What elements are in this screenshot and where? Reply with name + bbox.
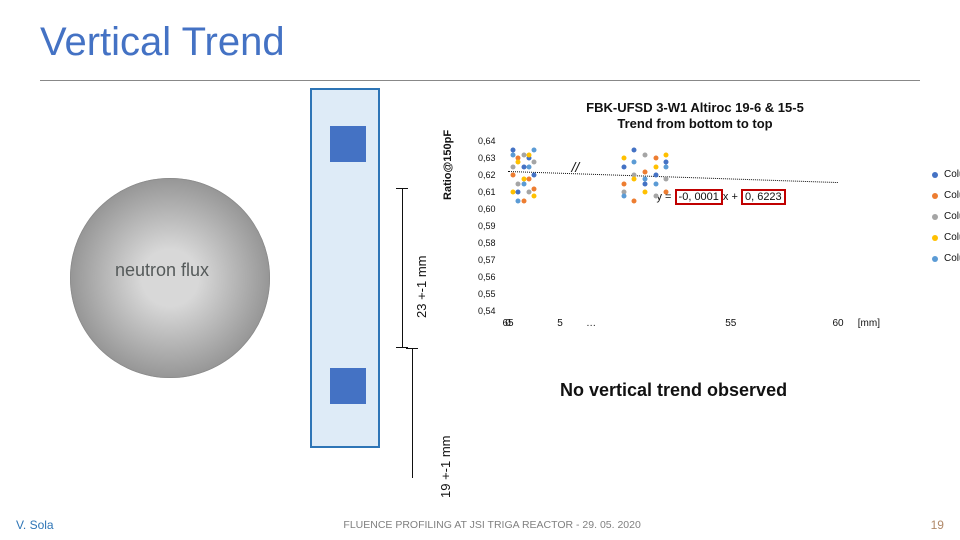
y-tick: 0,54 [478, 306, 496, 316]
data-point [642, 152, 647, 157]
data-point [531, 147, 536, 152]
neutron-flux-label: neutron flux [115, 260, 209, 281]
footer-page: 19 [931, 518, 944, 532]
legend-swatch [932, 172, 938, 178]
x-tick: … [586, 318, 596, 329]
chart-axes: Ratio@150pF [mm] 05…556065//y = -0, 0001… [460, 135, 930, 335]
data-point [642, 181, 647, 186]
y-tick: 0,58 [478, 238, 496, 248]
legend-item: Column 3 [932, 211, 960, 222]
legend-item: Column 5 [932, 253, 960, 264]
trend-line [508, 171, 838, 183]
y-tick: 0,62 [478, 170, 496, 180]
data-point [653, 156, 658, 161]
dimension-23mm [396, 188, 410, 348]
data-point [531, 186, 536, 191]
legend-item: Column 4 [932, 232, 960, 243]
y-tick: 0,60 [478, 204, 496, 214]
footer: V. Sola FLUENCE PROFILING AT JSI TRIGA R… [0, 518, 960, 532]
chart-title-line2: Trend from bottom to top [617, 116, 772, 131]
data-point [653, 193, 658, 198]
data-point [531, 173, 536, 178]
data-point [653, 181, 658, 186]
chart-title-line1: FBK-UFSD 3-W1 Altiroc 19-6 & 15-5 [586, 100, 804, 115]
data-point [526, 176, 531, 181]
y-tick: 0,63 [478, 153, 496, 163]
data-point [511, 152, 516, 157]
data-point [531, 193, 536, 198]
data-point [621, 193, 626, 198]
y-tick: 0,55 [478, 289, 496, 299]
dimension-19mm-label: 19 +-1 mm [438, 436, 453, 499]
legend-item: Column 2 [932, 190, 960, 201]
data-point [642, 176, 647, 181]
x-tick: 5 [557, 318, 563, 329]
y-tick: 0,61 [478, 187, 496, 197]
legend-label: Column 1 [944, 169, 960, 180]
data-point [664, 176, 669, 181]
data-point [664, 152, 669, 157]
data-point [511, 190, 516, 195]
data-point [653, 164, 658, 169]
legend-swatch [932, 235, 938, 241]
data-point [526, 190, 531, 195]
legend-swatch [932, 256, 938, 262]
y-axis-label: Ratio@150pF [442, 130, 454, 200]
data-point [531, 159, 536, 164]
data-point [621, 181, 626, 186]
data-point [632, 159, 637, 164]
data-point [516, 159, 521, 164]
data-point [632, 198, 637, 203]
trend-equation: y = -0, 0001x + 0, 6223 [657, 189, 786, 205]
data-point [621, 164, 626, 169]
legend-label: Column 3 [944, 211, 960, 222]
footer-center: FLUENCE PROFILING AT JSI TRIGA REACTOR -… [343, 519, 640, 531]
data-point [664, 164, 669, 169]
data-point [632, 176, 637, 181]
legend: Column 1 Column 2 Column 3 Column 4 Column 5 [932, 169, 960, 274]
data-point [526, 164, 531, 169]
dimension-19mm [406, 348, 420, 478]
x-tick: 60 [832, 318, 843, 329]
data-point [642, 169, 647, 174]
y-tick: 0,57 [478, 255, 496, 265]
data-point [642, 190, 647, 195]
chip-top [330, 126, 366, 162]
trend-chart: FBK-UFSD 3-W1 Altiroc 19-6 & 15-5 Trend … [460, 100, 930, 350]
chart-title: FBK-UFSD 3-W1 Altiroc 19-6 & 15-5 Trend … [460, 100, 930, 131]
data-point [526, 152, 531, 157]
x-unit: [mm] [858, 318, 880, 329]
data-point [516, 190, 521, 195]
data-point [521, 198, 526, 203]
geometry-diagram: neutron flux 23 +-1 mm 19 +-1 mm [60, 88, 420, 448]
y-tick: 0,59 [478, 221, 496, 231]
data-point [511, 164, 516, 169]
legend-label: Column 2 [944, 190, 960, 201]
legend-item: Column 1 [932, 169, 960, 180]
data-point [653, 173, 658, 178]
data-point [621, 156, 626, 161]
data-point [516, 198, 521, 203]
x-tick: 55 [725, 318, 736, 329]
legend-label: Column 5 [944, 253, 960, 264]
chip-bottom [330, 368, 366, 404]
y-tick: 0,56 [478, 272, 496, 282]
data-point [511, 173, 516, 178]
plot-area: [mm] 05…556065//y = -0, 0001x + 0, 6223 [508, 141, 838, 311]
x-tick: 65 [502, 318, 513, 329]
slide-title: Vertical Trend [40, 20, 285, 65]
dimension-23mm-label: 23 +-1 mm [414, 256, 429, 319]
y-tick: 0,64 [478, 136, 496, 146]
conclusion-text: No vertical trend observed [560, 380, 787, 401]
legend-swatch [932, 214, 938, 220]
footer-author: V. Sola [16, 518, 54, 532]
legend-swatch [932, 193, 938, 199]
legend-label: Column 4 [944, 232, 960, 243]
slide: Vertical Trend neutron flux 23 +-1 mm 19… [0, 0, 960, 540]
data-point [664, 190, 669, 195]
data-point [521, 181, 526, 186]
data-point [632, 147, 637, 152]
title-rule [40, 80, 920, 81]
